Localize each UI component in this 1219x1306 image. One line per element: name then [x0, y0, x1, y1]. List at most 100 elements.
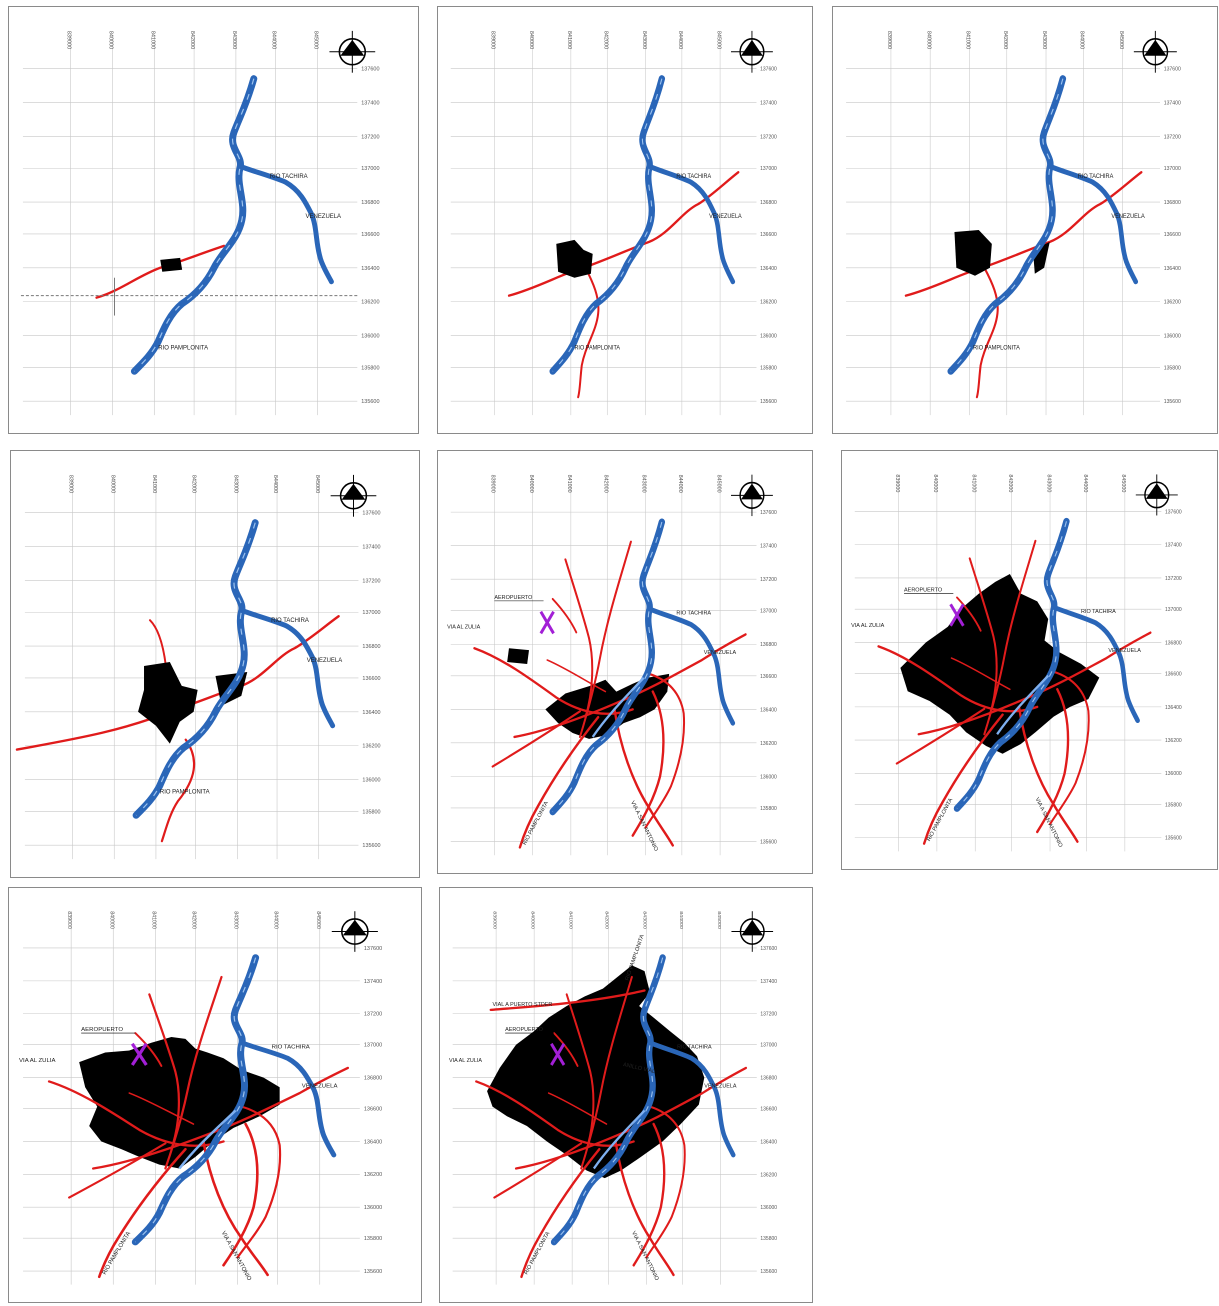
river-through-city [591, 676, 645, 738]
road-ring [645, 1105, 686, 1259]
rio-tachira-river [239, 1040, 337, 1158]
northing-tick-label: 136400 [1164, 266, 1181, 272]
airport-icon [130, 1042, 148, 1066]
easting-tick-label: 844000 [1082, 474, 1088, 492]
easting-tick-label: 840000 [529, 911, 535, 929]
road-via-san-antonio [1036, 688, 1070, 834]
easting-tick-label: 844000 [272, 475, 278, 493]
river-highlight [552, 78, 663, 372]
easting-tick-label: 844000 [677, 31, 683, 49]
label-aeropuerto: AEROPUERTO [494, 595, 533, 601]
urban-area-core [954, 229, 992, 276]
map-panel-1: 839000 840000 841000 842000 843000 844000 8450… [8, 6, 419, 434]
northing-tick-label: 136200 [760, 741, 777, 747]
easting-tick-label: 839000 [490, 475, 496, 493]
north-arrow-icon [331, 911, 378, 952]
map-svg: 839000 840000 841000 842000 843000 844000 8450… [20, 31, 380, 416]
road-via-san-antonio [222, 1122, 259, 1267]
northing-tick-label: 137200 [760, 1012, 777, 1018]
label-rio-tachira: RIO TACHIRA [271, 618, 309, 624]
road-ring [236, 1105, 282, 1259]
label-rio-pamplonita: RIO PAMPLONITA [158, 345, 208, 351]
northing-tick-label: 137600 [361, 67, 379, 73]
label-aeropuerto: AEROPUERTO [81, 1027, 123, 1033]
easting-tick-label: 840000 [108, 911, 114, 929]
northing-tick-label: 136600 [760, 1106, 777, 1112]
northing-tick-label: 136000 [362, 777, 380, 783]
road-south-west [97, 1147, 187, 1279]
northing-tick-label: 136600 [760, 674, 777, 680]
northing-tick-label: 137400 [361, 101, 379, 107]
road-north [148, 619, 167, 667]
map-svg: 839000 840000 841000 842000 843000 844000 8450… [447, 474, 777, 856]
easting-tick-label: 842000 [189, 31, 195, 49]
northing-tick-label: 137000 [760, 609, 777, 615]
label-aeropuerto: AEROPUERTO [505, 1027, 543, 1033]
north-arrow-icon [1133, 30, 1177, 73]
map-panel-2: 839000 840000 841000 842000 843000 844000 8450… [437, 6, 813, 434]
easting-tick-label: 839000 [894, 474, 900, 492]
northing-tick-label: 136800 [760, 642, 777, 648]
northing-tick-label: 136000 [1164, 333, 1181, 339]
easting-tick-label: 845000 [313, 31, 319, 49]
northing-tick-label: 136200 [1165, 738, 1182, 744]
northing-tick-label: 137400 [760, 979, 777, 985]
north-arrow-icon [731, 911, 774, 952]
northing-tick-label: 136600 [361, 232, 379, 238]
north-arrow-icon [731, 474, 773, 517]
northing-tick-label: 136400 [760, 1139, 777, 1145]
easting-tick-label: 840000 [932, 474, 938, 492]
northing-tick-label: 137400 [362, 545, 380, 551]
northing-tick-label: 135600 [1164, 399, 1181, 405]
easting-tick-label: 843000 [1041, 31, 1047, 49]
label-rio-pamplonita: RIO PAMPLONITA [160, 789, 210, 795]
easting-tick-label: 841000 [151, 475, 157, 493]
road-south-west [520, 1147, 601, 1279]
easting-tick-label: 845000 [1120, 474, 1126, 492]
road-north [564, 558, 594, 719]
northing-tick-label: 137400 [760, 100, 777, 106]
northing-tick-label: 137400 [760, 543, 777, 549]
river-highlight [950, 78, 1064, 372]
airport-icon [949, 603, 965, 627]
urban-area-core [487, 965, 705, 1179]
rio-tachira-river [646, 163, 736, 285]
northing-tick-label: 136400 [760, 266, 777, 272]
label-venezuela: VENEZUELA [704, 650, 737, 656]
easting-tick-label: 842000 [1002, 31, 1008, 49]
easting-tick-label: 842000 [1007, 474, 1013, 492]
northing-tick-label: 137200 [362, 578, 380, 584]
map-grid: 839000 840000 841000 842000 843000 844000 8450… [450, 31, 777, 416]
easting-tick-label: 842000 [603, 475, 609, 493]
label-via-al-zulia: VIA AL ZULIA [19, 1058, 56, 1064]
northing-tick-label: 137600 [1165, 509, 1182, 515]
northing-tick-label: 135800 [361, 365, 379, 371]
easting-tick-label: 842000 [191, 475, 197, 493]
road-west [493, 1142, 583, 1199]
easting-tick-label: 839000 [66, 31, 72, 49]
easting-tick-label: 844000 [678, 911, 684, 929]
northing-tick-label: 135600 [760, 839, 777, 845]
northing-tick-label: 135800 [362, 809, 380, 815]
label-aeropuerto: AEROPUERTO [904, 588, 943, 594]
northing-tick-label: 135600 [362, 843, 380, 849]
label-rio-tachira: RIO TACHIRA [272, 1045, 310, 1051]
rio-tachira-river [1047, 163, 1139, 285]
label-venezuela: VENEZUELA [704, 1083, 736, 1089]
label-venezuela: VENEZUELA [709, 214, 742, 220]
label-venezuela: VENEZUELA [1111, 214, 1144, 220]
northing-tick-label: 135800 [1164, 365, 1181, 371]
road-vial-puerto-stder [489, 989, 646, 1012]
northing-tick-label: 136000 [760, 774, 777, 780]
road-main [15, 684, 243, 751]
road-south-west [518, 715, 600, 849]
easting-tick-label: 844000 [677, 475, 683, 493]
urban-area-west [507, 648, 529, 664]
easting-tick-label: 841000 [566, 475, 572, 493]
easting-tick-label: 840000 [528, 31, 534, 49]
easting-tick-label: 841000 [149, 31, 155, 49]
easting-tick-label: 845000 [1118, 31, 1124, 49]
northing-tick-label: 136400 [760, 707, 777, 713]
northing-tick-label: 136000 [760, 333, 777, 339]
northing-tick-label: 137200 [760, 577, 777, 583]
